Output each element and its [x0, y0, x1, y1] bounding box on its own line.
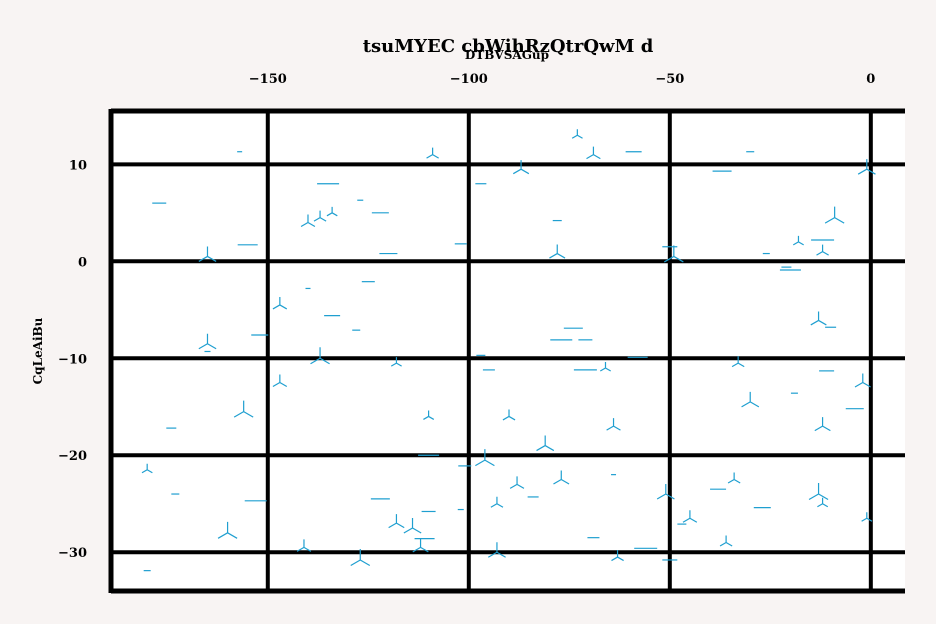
tri-down-marker [502, 409, 516, 421]
tri-down-marker [141, 463, 153, 474]
tri-down-marker [549, 244, 566, 259]
y-tick-label: −20 [58, 449, 87, 464]
x-tick-label: −100 [450, 72, 488, 87]
y-axis-label: CqLeAiBu [31, 317, 45, 384]
tri-down-marker [719, 535, 733, 547]
tri-down-marker [656, 484, 675, 500]
tri-down-marker [509, 476, 525, 489]
tri-down-marker [599, 361, 611, 372]
x-tick-label: 0 [866, 72, 875, 87]
x-tick-label: −50 [655, 72, 684, 87]
tri-down-marker [854, 373, 871, 388]
tri-down-marker [553, 470, 570, 485]
tri-down-marker [350, 548, 371, 566]
y-tick-label: 10 [69, 158, 87, 173]
tri-down-marker [272, 374, 288, 388]
tri-down-marker [313, 210, 327, 222]
tri-down-marker [817, 497, 829, 508]
data-markers [141, 129, 876, 572]
tri-down-marker [426, 147, 439, 159]
tri-down-marker [727, 472, 741, 484]
tri-down-marker [586, 146, 601, 160]
tick-labels: −150 −100 −50 0 10 0 −10 −20 −30 [58, 72, 875, 561]
chart-title: tsuMYEC cbWihRzQtrQwM d [363, 36, 654, 57]
y-tick-label: −30 [58, 546, 87, 561]
tri-down-marker [310, 347, 330, 365]
tri-down-marker [814, 417, 831, 432]
tri-down-marker [487, 542, 506, 558]
tri-down-marker [606, 418, 621, 431]
tri-down-marker [682, 510, 698, 523]
tri-down-marker [490, 496, 504, 508]
tri-down-marker [731, 356, 745, 368]
tri-down-marker [388, 514, 405, 529]
plot-frame [108, 108, 905, 594]
x-axis-label: DTBVSAGup [465, 48, 549, 62]
tri-down-marker [536, 435, 555, 452]
tri-down-marker [217, 521, 238, 539]
tri-down-marker [326, 206, 338, 217]
tri-down-marker [403, 517, 422, 534]
tri-down-marker [861, 512, 873, 522]
tri-down-marker [272, 296, 288, 310]
tri-down-marker [198, 246, 217, 262]
tri-down-marker [611, 550, 624, 562]
tri-down-marker [571, 129, 583, 139]
tri-down-marker [233, 400, 254, 418]
tri-down-marker [792, 235, 804, 246]
tri-down-marker [390, 357, 402, 367]
tri-down-marker [824, 206, 845, 224]
plot-area [111, 111, 905, 591]
tri-down-marker [475, 449, 495, 467]
tri-down-marker [816, 244, 829, 256]
y-tick-label: 0 [78, 255, 87, 270]
tri-down-marker [412, 538, 429, 553]
tri-down-marker [808, 483, 829, 501]
tri-down-marker [512, 160, 530, 175]
tri-down-marker [857, 159, 876, 175]
tri-down-marker [296, 539, 312, 552]
tri-down-marker [300, 214, 316, 228]
tri-down-marker [810, 311, 827, 326]
x-tick-label: −150 [249, 72, 287, 87]
tri-down-marker [423, 410, 435, 420]
tri-down-marker [741, 391, 760, 408]
tri-down-marker [198, 333, 217, 350]
grid-lines [111, 111, 905, 591]
y-tick-label: −10 [58, 352, 87, 367]
